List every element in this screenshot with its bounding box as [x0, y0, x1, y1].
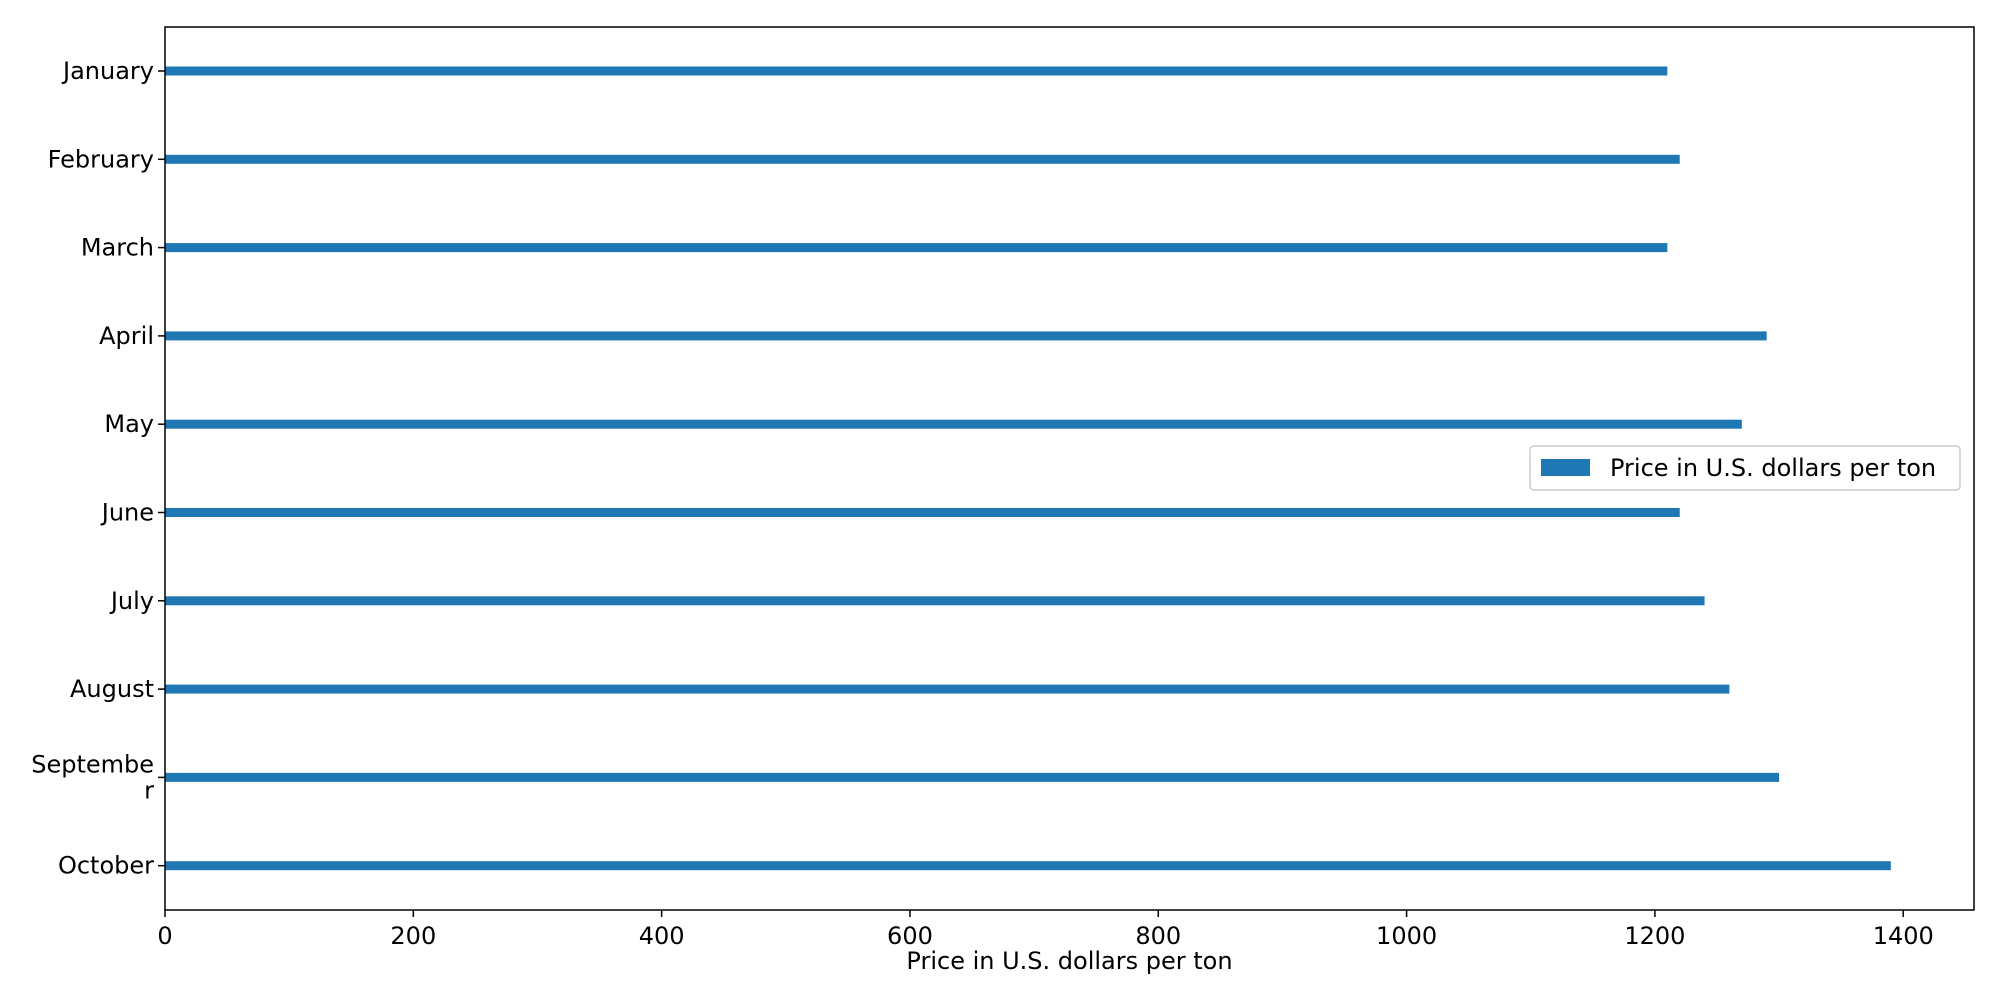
y-tick-label: April	[99, 322, 154, 350]
x-tick-label: 1000	[1376, 922, 1437, 950]
x-tick-label: 0	[157, 922, 172, 950]
bar	[165, 861, 1891, 871]
bar	[165, 684, 1730, 694]
x-tick-label: 400	[639, 922, 685, 950]
bar	[165, 331, 1767, 341]
plot-frame	[164, 26, 1975, 911]
y-tick-label: May	[104, 410, 154, 438]
x-axis-title: Price in U.S. dollars per ton	[906, 947, 1232, 975]
y-axis: January February March April May June July Augu…	[31, 57, 165, 880]
y-tick-label: Septembe	[31, 750, 154, 778]
legend: Price in U.S. dollars per ton	[1529, 445, 1961, 491]
bars-layer	[165, 66, 1891, 871]
y-tick-label: October	[58, 852, 154, 880]
x-tick-label: 200	[390, 922, 436, 950]
legend-box	[1529, 445, 1961, 491]
bar	[165, 508, 1680, 517]
bar	[165, 419, 1742, 429]
y-tick-label: June	[100, 499, 154, 527]
x-tick-label: 1400	[1873, 922, 1934, 950]
legend-label: Price in U.S. dollars per ton	[1610, 454, 1936, 482]
bar	[165, 66, 1668, 76]
y-tick-label: March	[81, 234, 154, 262]
bar	[165, 772, 1780, 782]
y-tick-label: January	[61, 57, 154, 85]
bar	[165, 596, 1705, 606]
y-tick-label: August	[70, 675, 154, 703]
x-axis: 0 200 400 600 800 1000 1200 1400	[157, 910, 1934, 950]
y-tick-label: r	[144, 776, 154, 804]
x-tick-label: 800	[1135, 922, 1181, 950]
x-tick-label: 600	[887, 922, 933, 950]
x-tick-label: 1200	[1624, 922, 1685, 950]
y-tick-label: February	[48, 145, 154, 173]
bar	[165, 154, 1680, 164]
legend-swatch	[1541, 459, 1590, 476]
y-tick-label: July	[109, 587, 154, 615]
bar	[165, 243, 1668, 253]
